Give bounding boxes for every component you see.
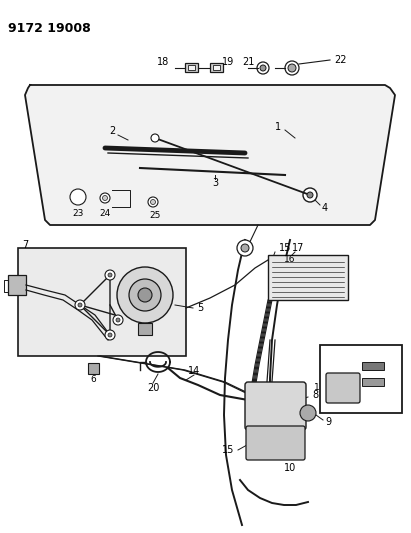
Circle shape	[138, 288, 152, 302]
FancyBboxPatch shape	[246, 426, 305, 460]
Circle shape	[105, 330, 115, 340]
Text: 1: 1	[275, 122, 281, 132]
Circle shape	[260, 65, 266, 71]
Text: 5: 5	[197, 303, 203, 313]
Bar	[320, 345, 402, 413]
Bar	[18, 248, 186, 356]
Circle shape	[116, 318, 120, 322]
Bar	[268, 255, 348, 300]
Circle shape	[148, 197, 158, 207]
Bar	[210, 63, 223, 72]
FancyBboxPatch shape	[245, 382, 306, 430]
Circle shape	[288, 64, 296, 72]
Circle shape	[129, 279, 161, 311]
Circle shape	[241, 244, 249, 252]
Bar	[88, 363, 99, 374]
Polygon shape	[25, 85, 395, 225]
Circle shape	[300, 405, 316, 421]
Circle shape	[108, 273, 112, 277]
Text: 12: 12	[391, 377, 402, 386]
Text: 13: 13	[391, 361, 402, 370]
Circle shape	[113, 315, 123, 325]
Text: 20: 20	[147, 383, 159, 393]
Bar	[138, 323, 152, 335]
Text: 24: 24	[99, 208, 111, 217]
Text: 22: 22	[334, 55, 346, 65]
Bar	[362, 378, 384, 386]
Bar	[213, 65, 220, 70]
Circle shape	[75, 300, 85, 310]
Text: 10: 10	[284, 463, 296, 473]
Bar	[362, 362, 384, 370]
FancyBboxPatch shape	[8, 275, 26, 295]
Text: 16: 16	[284, 255, 296, 264]
Circle shape	[303, 188, 317, 202]
Text: 3: 3	[212, 178, 218, 188]
Circle shape	[257, 62, 269, 74]
Circle shape	[150, 199, 155, 205]
Circle shape	[237, 240, 253, 256]
Text: 2: 2	[109, 126, 115, 136]
Circle shape	[102, 196, 108, 200]
Bar	[188, 65, 195, 70]
Text: 23: 23	[72, 208, 84, 217]
Text: 9172 19008: 9172 19008	[8, 22, 91, 35]
Text: 11: 11	[314, 384, 326, 392]
Circle shape	[285, 61, 299, 75]
Text: 4: 4	[322, 203, 328, 213]
Text: 9: 9	[325, 417, 331, 427]
Circle shape	[100, 193, 110, 203]
Circle shape	[70, 189, 86, 205]
Text: 8: 8	[312, 390, 318, 400]
Text: 14: 14	[188, 366, 200, 376]
Circle shape	[151, 134, 159, 142]
Text: 19: 19	[222, 57, 234, 67]
Text: 15: 15	[279, 243, 291, 253]
Text: 7: 7	[22, 240, 28, 250]
Text: 21: 21	[242, 57, 254, 67]
Circle shape	[117, 267, 173, 323]
Text: 18: 18	[157, 57, 169, 67]
FancyBboxPatch shape	[326, 373, 360, 403]
Circle shape	[105, 270, 115, 280]
Circle shape	[108, 333, 112, 337]
Circle shape	[307, 192, 313, 198]
Text: 17: 17	[292, 243, 304, 253]
Text: 15: 15	[222, 445, 234, 455]
Bar	[185, 63, 198, 72]
Circle shape	[78, 303, 82, 307]
Text: 6: 6	[90, 376, 96, 384]
Text: 25: 25	[149, 212, 161, 221]
